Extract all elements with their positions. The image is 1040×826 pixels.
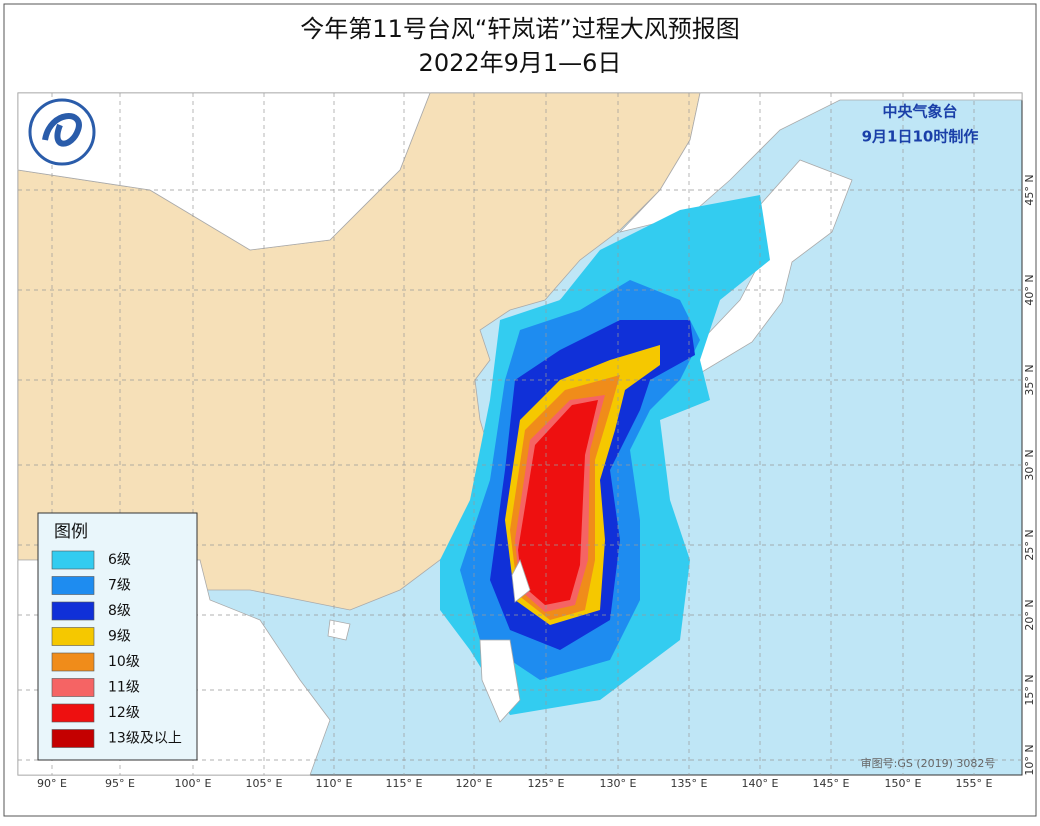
longitude-label: 90° E: [37, 777, 67, 790]
legend-swatch: [51, 678, 95, 697]
legend: 图例 6级 7级 8级 9级 10级 11级 12级 13级及以上: [37, 512, 198, 761]
legend-swatch: [51, 601, 95, 621]
legend-swatch: [51, 576, 95, 595]
legend-swatch: [51, 627, 95, 646]
review-number: 审图号:GS (2019) 3082号: [861, 756, 996, 770]
longitude-label: 115° E: [386, 777, 423, 790]
logo: [28, 98, 96, 166]
philippines: [479, 639, 521, 723]
legend-label: 9级: [108, 629, 131, 645]
longitude-label: 125° E: [528, 777, 565, 790]
issued-time: 9月1日10时制作: [862, 128, 979, 146]
legend-swatch: [51, 729, 95, 748]
russia-east: [618, 92, 1023, 233]
latitude-label: 40° N: [1023, 274, 1036, 305]
agency: 中央气象台: [882, 103, 957, 121]
longitude-label: 130° E: [600, 777, 637, 790]
latitude-label: 35° N: [1023, 364, 1036, 395]
longitude-label: 140° E: [742, 777, 779, 790]
latitude-label: 15° N: [1023, 674, 1036, 705]
longitude-label: 155° E: [956, 777, 993, 790]
japan: [651, 159, 853, 383]
legend-title: 图例: [54, 522, 88, 542]
longitude-label: 110° E: [316, 777, 353, 790]
legend-swatch: [51, 652, 95, 672]
mongolia-russia: [17, 92, 431, 251]
longitude-label: 120° E: [456, 777, 493, 790]
legend-label: 11级: [108, 680, 140, 696]
hainan: [327, 619, 351, 641]
longitude-label: 105° E: [246, 777, 283, 790]
latitude-label: 10° N: [1023, 744, 1036, 775]
longitude-label: 145° E: [813, 777, 850, 790]
longitude-label: 95° E: [105, 777, 135, 790]
longitude-label: 150° E: [885, 777, 922, 790]
wind-zone: [518, 400, 598, 605]
latitude-label: 25° N: [1023, 529, 1036, 560]
latitude-label: 20° N: [1023, 599, 1036, 630]
legend-label: 10级: [108, 654, 140, 670]
longitude-label: 135° E: [671, 777, 708, 790]
legend-label: 6级: [108, 552, 131, 568]
subtitle: 2022年9月1—6日: [419, 49, 622, 77]
taiwan: [511, 558, 531, 603]
legend-label: 13级及以上: [108, 731, 182, 747]
legend-swatch: [51, 550, 95, 570]
legend-label: 7级: [108, 578, 131, 594]
legend-label: 8级: [108, 603, 131, 619]
legend-swatch: [51, 703, 95, 723]
latitude-label: 30° N: [1023, 449, 1036, 480]
logo-mark: [42, 113, 82, 147]
title: 今年第11号台风“轩岚诺”过程大风预报图: [300, 15, 739, 43]
logo-ring: [28, 98, 96, 166]
longitude-label: 100° E: [175, 777, 212, 790]
latitude-label: 45° N: [1023, 174, 1036, 205]
legend-label: 12级: [108, 705, 140, 721]
